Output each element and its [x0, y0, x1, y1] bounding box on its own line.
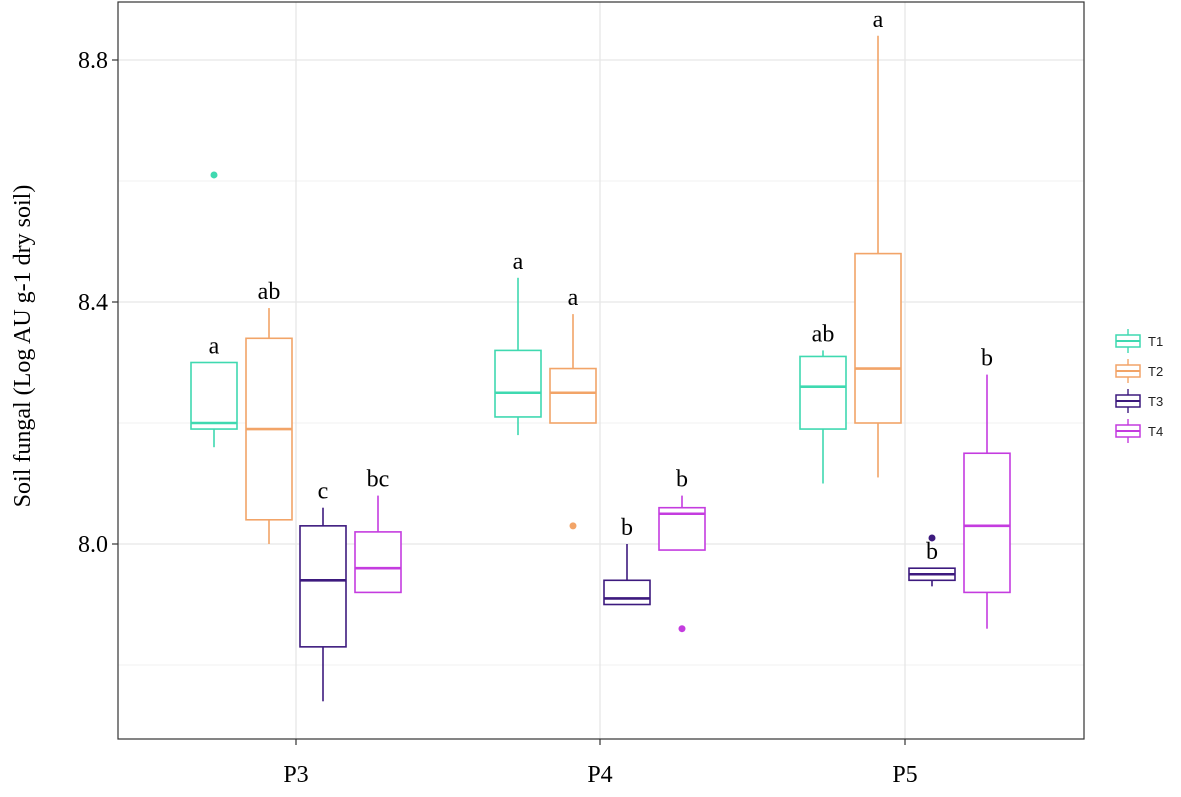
legend-label: T1 — [1148, 334, 1163, 349]
box — [549, 367, 597, 424]
legend-label: T2 — [1148, 364, 1163, 379]
significance-label: b — [981, 346, 993, 372]
outlier-point — [928, 534, 936, 542]
box — [963, 452, 1011, 594]
y-tick-label: 8.0 — [78, 532, 108, 558]
box-group: a — [549, 285, 597, 530]
x-tick-label: P3 — [283, 762, 308, 788]
legend-entry: T4 — [1115, 419, 1163, 443]
box-group: a — [854, 7, 902, 478]
outlier-point — [210, 171, 218, 179]
plot-border — [117, 1, 1085, 740]
box-group: b — [658, 467, 706, 633]
legend-label: T3 — [1148, 394, 1163, 409]
legend-entry: T3 — [1115, 389, 1163, 413]
legend-label: T4 — [1148, 424, 1163, 439]
legend-entry: T2 — [1115, 359, 1163, 383]
box-group: b — [908, 534, 956, 587]
significance-label: a — [513, 249, 524, 275]
box-group: c — [299, 479, 347, 702]
box — [354, 531, 402, 594]
x-tick-label: P5 — [892, 762, 917, 788]
legend-entry: T1 — [1115, 329, 1163, 353]
box — [494, 349, 542, 418]
box-group: a — [494, 249, 542, 436]
box-group: b — [963, 346, 1011, 629]
significance-label: ab — [812, 321, 835, 347]
outlier-point — [678, 625, 686, 633]
significance-label: a — [209, 334, 220, 360]
y-tick-label: 8.4 — [78, 290, 108, 316]
significance-label: c — [318, 479, 329, 505]
box-group: a — [190, 171, 238, 448]
gridlines — [118, 2, 1084, 739]
box — [854, 252, 902, 424]
box — [799, 355, 847, 430]
x-tick-label: P4 — [587, 762, 612, 788]
axis-layer: 8.0 8.4 8.8 P3 P4 P5 — [78, 48, 918, 788]
y-tick-label: 8.8 — [78, 48, 108, 74]
box-group: bc — [354, 467, 402, 594]
significance-label: b — [621, 515, 633, 541]
y-axis-label: Soil fungal (Log AU g-1 dry soil) — [10, 185, 36, 508]
box-layer: a a ab ab a a c b b bc b b — [190, 7, 1011, 702]
box — [190, 361, 238, 430]
significance-label: b — [676, 467, 688, 493]
significance-label: bc — [367, 467, 390, 493]
outlier-point — [569, 522, 577, 530]
legend: T1 T2 T3 T4 — [1115, 329, 1163, 443]
significance-label: ab — [258, 279, 281, 305]
significance-label: b — [926, 539, 938, 565]
box-group: ab — [245, 279, 293, 544]
box-group: ab — [799, 321, 847, 484]
box — [299, 525, 347, 648]
box-group: b — [603, 515, 651, 606]
significance-label: a — [873, 7, 884, 33]
box — [603, 579, 651, 606]
significance-label: a — [568, 285, 579, 311]
